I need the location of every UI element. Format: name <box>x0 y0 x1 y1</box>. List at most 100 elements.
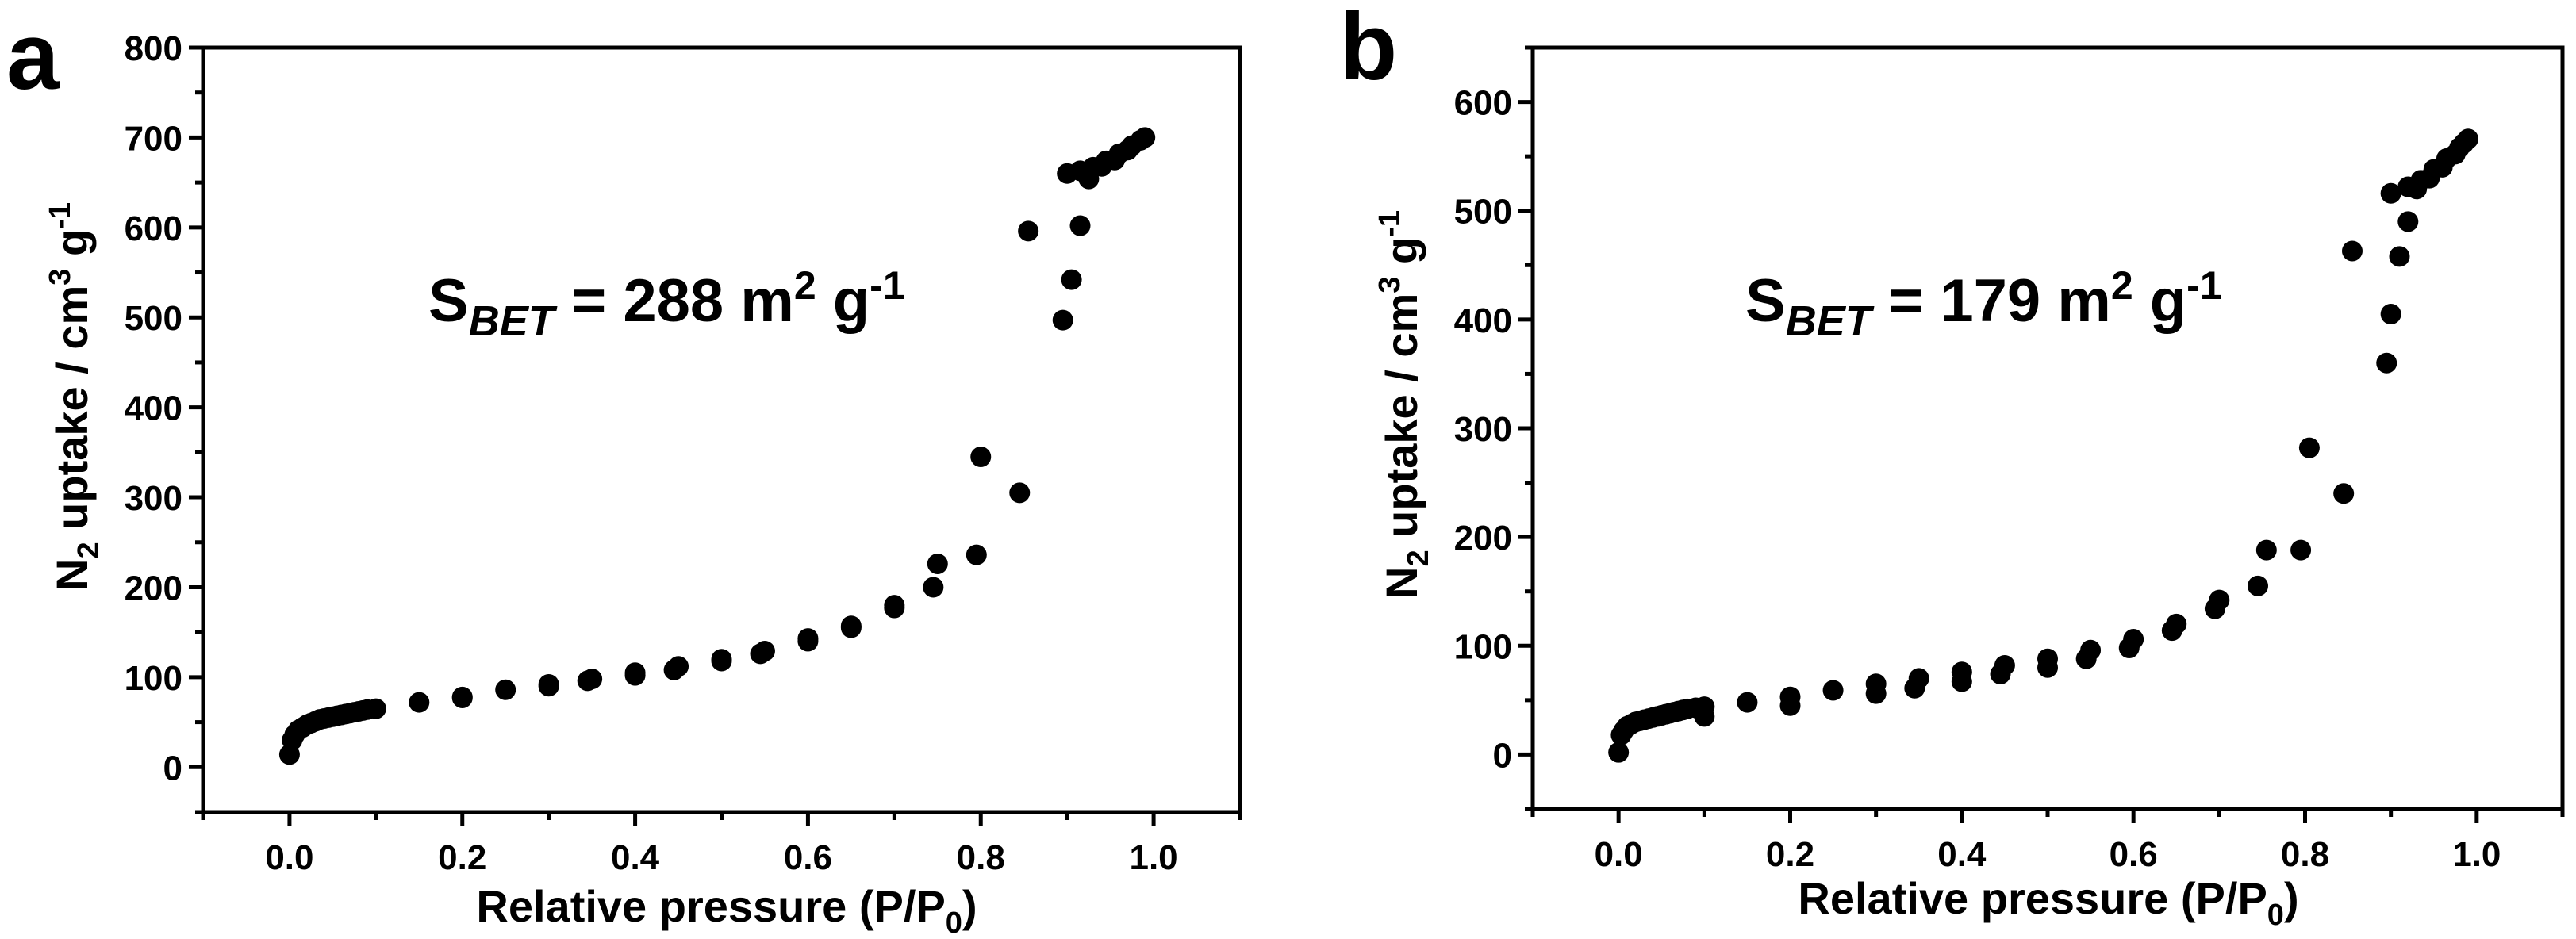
adsorption-point <box>1822 680 1844 701</box>
x-tick-label: 1.0 <box>2452 835 2501 874</box>
y-tick-label: 100 <box>125 659 182 698</box>
desorption-point <box>1990 663 2011 684</box>
y-axis-title-a: N2 uptake / cm3 g-1 <box>44 202 106 591</box>
adsorption-point <box>970 447 992 468</box>
desorption-point <box>2290 539 2312 561</box>
y-axis-title-sup: -1 <box>1373 210 1407 237</box>
x-axis-title-text: Relative pressure (P/P <box>1798 873 2267 923</box>
adsorption-point <box>927 553 948 574</box>
x-axis-title-end: ) <box>2284 873 2299 923</box>
desorption-point <box>1057 163 1078 184</box>
adsorption-point <box>495 679 516 700</box>
annotation-sup2: 2 <box>2111 263 2133 308</box>
desorption-point <box>2037 657 2058 678</box>
desorption-point <box>624 665 646 686</box>
annotation-sup: -1 <box>870 263 904 308</box>
y-axis-title-sub: 2 <box>72 542 106 558</box>
y-axis-title-n: N <box>1376 567 1426 599</box>
y-tick-label: 600 <box>125 209 182 248</box>
x-tick-label: 0.4 <box>1937 835 1987 874</box>
data-points-b <box>1608 128 2479 763</box>
panel-label-b: b <box>1339 0 1397 100</box>
annotation-g: g <box>816 267 870 335</box>
x-tick-label: 0.8 <box>957 838 1005 877</box>
adsorption-point <box>1069 215 1091 236</box>
y-axis-title-sub: 2 <box>1402 550 1435 566</box>
y-tick-label: 300 <box>1454 410 1512 449</box>
y-axis-title-sup3: 3 <box>44 269 77 286</box>
y-tick-label: 100 <box>1454 627 1512 666</box>
adsorption-point <box>2389 246 2410 267</box>
desorption-point <box>1052 309 1073 331</box>
desorption-point <box>2161 620 2182 642</box>
y-axis-title-mid: uptake / cm <box>47 286 97 542</box>
desorption-point <box>2333 483 2355 504</box>
y-axis-title-sup3: 3 <box>1373 277 1407 293</box>
x-tick-label: 0.8 <box>2281 835 2329 874</box>
annotation-sub: BET <box>469 297 558 345</box>
desorption-point <box>750 643 771 665</box>
y-tick-label: 0 <box>163 749 182 788</box>
x-axis-title-a: Relative pressure (P/P0) <box>476 881 977 939</box>
adsorption-point <box>2255 539 2277 561</box>
desorption-point <box>2380 182 2401 204</box>
y-tick-label: 500 <box>1454 193 1512 232</box>
desorption-point <box>2248 575 2269 596</box>
x-tick-label: 0.6 <box>784 838 832 877</box>
ticks-a: 0 100 200 300 400 500 600 700 800 0.0 0.2 0.4 0.6 0.8… <box>125 29 1242 877</box>
x-axis-title-sub: 0 <box>946 906 962 939</box>
x-axis-title-text: Relative pressure (P/P <box>476 881 945 931</box>
y-axis-title-sup: -1 <box>44 202 77 229</box>
desorption-point <box>1865 683 1887 704</box>
annotation-value: = 288 m <box>555 267 794 335</box>
annotation-s: S <box>428 267 469 335</box>
adsorption-point <box>365 698 386 719</box>
desorption-point <box>1951 671 1972 692</box>
plot-frame-b <box>1530 45 2565 811</box>
desorption-point <box>1694 706 1715 727</box>
adsorption-point <box>2298 437 2320 458</box>
y-axis-title-mid: uptake / cm <box>1376 293 1426 550</box>
y-tick-label: 700 <box>125 119 182 158</box>
x-tick-label: 0.0 <box>1595 835 1643 874</box>
annotation-value: = 179 m <box>1872 267 2111 335</box>
desorption-point <box>711 650 732 672</box>
annotation-sub: BET <box>1786 297 1875 345</box>
y-tick-label: 800 <box>125 29 182 68</box>
y-axis-title-n: N <box>47 559 97 591</box>
adsorption-point <box>1608 742 1630 763</box>
x-tick-label: 0.0 <box>265 838 313 877</box>
desorption-point <box>2376 352 2397 374</box>
y-tick-label: 500 <box>125 299 182 338</box>
x-axis-title-b: Relative pressure (P/P0) <box>1798 873 2298 932</box>
desorption-point <box>1009 482 1031 504</box>
y-tick-label: 300 <box>125 479 182 518</box>
adsorption-point <box>1018 220 1039 242</box>
y-axis-title-g: g <box>47 229 97 269</box>
x-axis-title-sub: 0 <box>2267 899 2284 932</box>
ticks-b: 0 100 200 300 400 500 600 0.0 0.2 0.4 0.6 0.8 1.0 <box>1454 45 2565 874</box>
adsorption-point <box>1737 692 1758 713</box>
annotation-s: S <box>1745 267 1786 335</box>
annotation-sbet-b: SBET = 179 m2 g-1 <box>1745 263 2222 345</box>
desorption-point <box>884 595 905 616</box>
adsorption-point <box>1061 269 1082 290</box>
y-tick-label: 400 <box>125 389 182 428</box>
panel-label-a: a <box>6 3 60 109</box>
y-tick-label: 200 <box>125 569 182 607</box>
y-tick-label: 600 <box>1454 84 1512 123</box>
annotation-sup2: 2 <box>794 263 816 308</box>
desorption-point <box>538 676 559 697</box>
desorption-point <box>2118 638 2140 659</box>
y-tick-label: 0 <box>1493 736 1512 775</box>
adsorption-point <box>409 692 430 713</box>
x-tick-label: 1.0 <box>1129 838 1177 877</box>
adsorption-point <box>2397 211 2419 232</box>
x-tick-label: 0.2 <box>1766 835 1814 874</box>
desorption-point <box>1904 677 1925 699</box>
annotation-g: g <box>2133 267 2187 335</box>
adsorption-point <box>2380 304 2401 324</box>
